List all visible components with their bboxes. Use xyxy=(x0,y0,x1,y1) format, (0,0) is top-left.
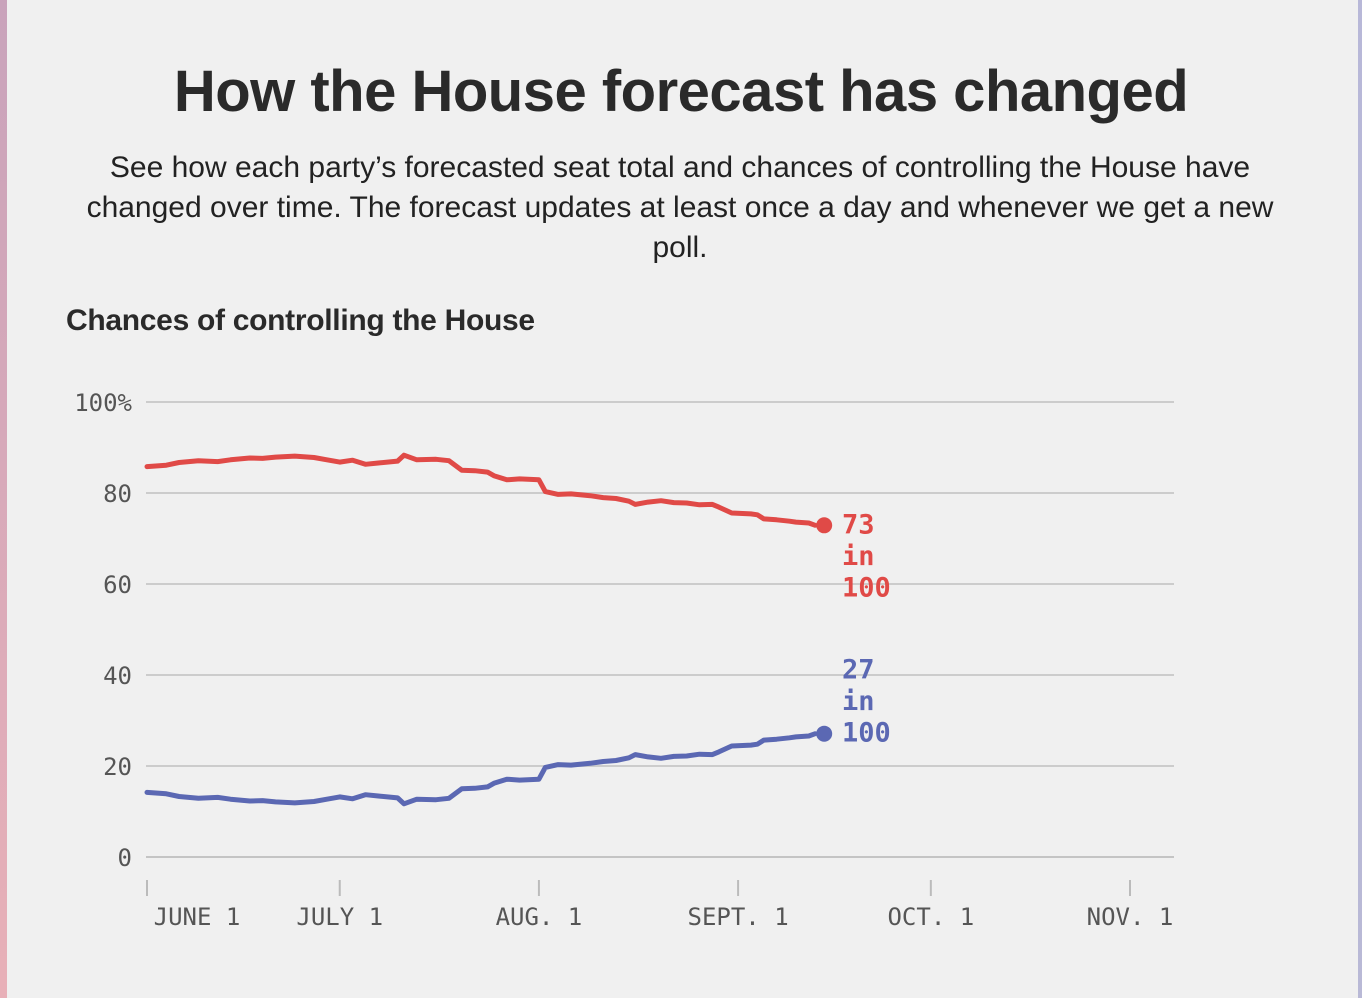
x-tick-label: OCT. 1 xyxy=(887,903,974,931)
right-edge-border xyxy=(1358,0,1362,998)
page-title: How the House forecast has changed xyxy=(173,59,1189,124)
page-subtitle: See how each party’s forecasted seat tot… xyxy=(86,151,1274,264)
series-end-label-line: 100 xyxy=(842,718,891,749)
y-tick-label: 80 xyxy=(103,480,132,508)
series-end-label-line: 100 xyxy=(842,572,891,603)
series-line-0 xyxy=(144,452,818,528)
series-line-1 xyxy=(144,731,818,807)
y-axis: 0 20 40 60 80 100% xyxy=(74,389,132,872)
series-end-point-0 xyxy=(816,517,833,534)
series-end-label-line: 27 xyxy=(842,655,875,686)
y-tick-label: 20 xyxy=(103,753,132,781)
y-tick-label: 0 xyxy=(118,844,132,872)
chart-title: Chances of controlling the House xyxy=(66,304,535,337)
x-tick-label: JUNE 1 xyxy=(154,903,241,931)
series-end-label-line: in xyxy=(842,541,875,572)
y-tick-label: 100% xyxy=(74,389,132,417)
x-tick-label: AUG. 1 xyxy=(496,903,583,931)
x-tick-label: NOV. 1 xyxy=(1087,903,1174,931)
series-end-point-1 xyxy=(816,725,833,742)
series-end-label-line: in xyxy=(842,686,875,717)
x-axis: JUNE 1 JULY 1 AUG. 1 SEPT. 1 OCT. 1 NOV. 1 xyxy=(146,880,1174,931)
series-layer xyxy=(144,452,833,807)
x-tick-label: JULY 1 xyxy=(296,903,383,931)
grid-layer xyxy=(146,401,1174,858)
y-tick-label: 60 xyxy=(103,571,132,599)
series-end-label-line: 73 xyxy=(842,509,875,540)
y-tick-label: 40 xyxy=(103,662,132,690)
left-edge-border xyxy=(0,0,7,998)
x-tick-label: SEPT. 1 xyxy=(688,903,789,931)
